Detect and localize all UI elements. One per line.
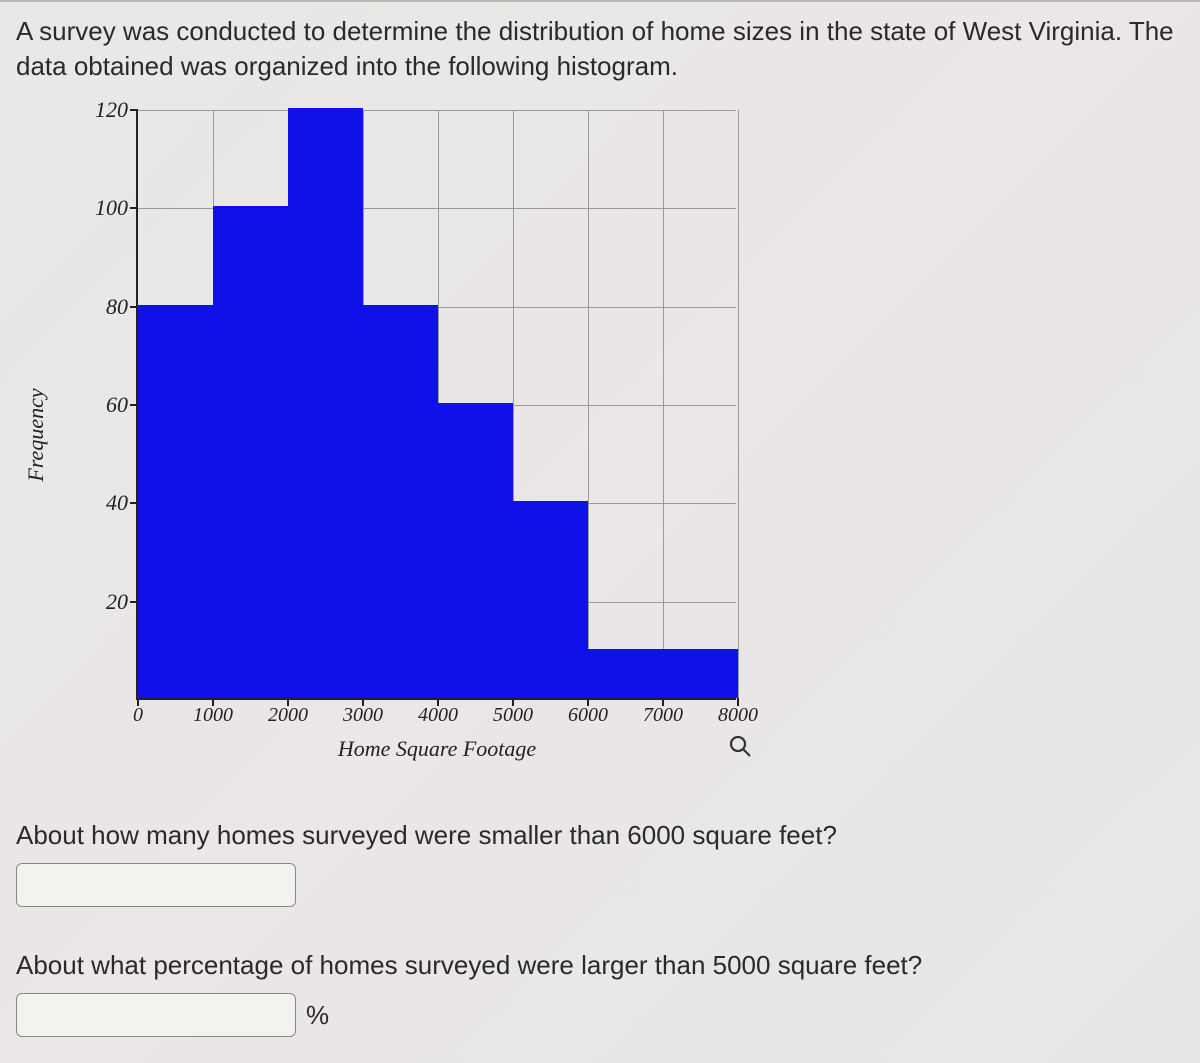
y-tick-label: 60 — [106, 392, 128, 418]
y-tick-label: 100 — [95, 195, 128, 221]
histogram-bar — [363, 305, 438, 698]
y-tick-label: 120 — [95, 97, 128, 123]
gridline-vertical — [663, 110, 664, 698]
percent-unit-label: % — [306, 1000, 329, 1031]
histogram-bar — [213, 206, 288, 698]
y-tick-mark — [130, 306, 138, 308]
question-2: About what percentage of homes surveyed … — [16, 950, 1184, 1037]
y-tick-label: 40 — [106, 490, 128, 516]
histogram-bar — [438, 403, 513, 698]
x-tick-label: 8000 — [718, 704, 758, 727]
y-tick-mark — [130, 601, 138, 603]
y-tick-mark — [130, 502, 138, 504]
gridline-horizontal — [138, 110, 736, 111]
histogram-bar — [588, 649, 663, 698]
gridline-vertical — [588, 110, 589, 698]
histogram-plot-area: Home Square Footage 01000200030004000500… — [136, 110, 736, 700]
x-tick-label: 1000 — [193, 704, 233, 727]
question-1-text: About how many homes surveyed were small… — [16, 820, 1184, 851]
question-2-text: About what percentage of homes surveyed … — [16, 950, 1184, 981]
histogram-container: Frequency Home Square Footage 0100020003… — [48, 110, 778, 760]
x-tick-label: 4000 — [418, 704, 458, 727]
x-tick-label: 3000 — [343, 704, 383, 727]
y-tick-mark — [130, 109, 138, 111]
question-1: About how many homes surveyed were small… — [16, 820, 1184, 907]
histogram-bar — [288, 108, 363, 698]
y-tick-label: 80 — [106, 294, 128, 320]
x-tick-label: 5000 — [493, 704, 533, 727]
histogram-bar — [138, 305, 213, 698]
x-axis-label: Home Square Footage — [338, 736, 536, 762]
x-tick-label: 7000 — [643, 704, 683, 727]
magnify-icon[interactable] — [728, 734, 752, 758]
x-tick-label: 2000 — [268, 704, 308, 727]
problem-prompt: A survey was conducted to determine the … — [16, 14, 1184, 84]
top-separator — [0, 0, 1200, 2]
histogram-bar — [513, 501, 588, 698]
y-tick-mark — [130, 404, 138, 406]
y-tick-mark — [130, 207, 138, 209]
y-tick-label: 20 — [106, 589, 128, 615]
histogram-bar — [663, 649, 738, 698]
x-tick-label: 6000 — [568, 704, 608, 727]
x-tick-label: 0 — [133, 704, 143, 727]
question-1-input[interactable] — [16, 863, 296, 907]
y-axis-label: Frequency — [23, 388, 49, 481]
question-2-input[interactable] — [16, 993, 296, 1037]
gridline-vertical — [738, 110, 739, 698]
